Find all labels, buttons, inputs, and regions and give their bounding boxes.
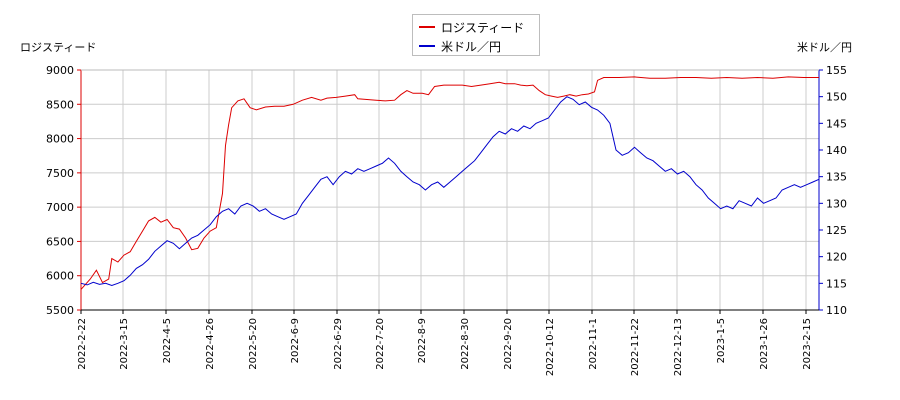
legend-label-logisteed: ロジスティード bbox=[441, 20, 525, 35]
x-tick-label: 2022-9-20 bbox=[503, 318, 514, 370]
right-tick-label: 130 bbox=[826, 197, 847, 210]
right-tick-label: 135 bbox=[826, 171, 847, 184]
x-tick-label: 2022-4-5 bbox=[162, 318, 173, 363]
x-tick-label: 2022-5-20 bbox=[248, 318, 259, 370]
x-tick-label: 2022-6-9 bbox=[290, 318, 301, 363]
x-tick-label: 2022-2-22 bbox=[77, 318, 88, 370]
legend-swatch-usdjpy bbox=[419, 45, 435, 47]
x-tick-label: 2023-1-5 bbox=[716, 318, 727, 363]
x-tick-label: 2022-7-20 bbox=[375, 318, 386, 370]
legend: ロジスティード 米ドル／円 bbox=[412, 14, 540, 56]
x-tick-label: 2022-12-13 bbox=[673, 318, 684, 376]
left-tick-label: 8500 bbox=[46, 98, 74, 111]
x-tick-label: 2023-1-26 bbox=[759, 318, 770, 370]
x-tick-label: 2022-6-29 bbox=[333, 318, 344, 370]
left-tick-label: 6000 bbox=[46, 270, 74, 283]
right-tick-label: 150 bbox=[826, 91, 847, 104]
x-tick-label: 2023-2-15 bbox=[802, 318, 813, 370]
left-tick-label: 9000 bbox=[46, 64, 74, 77]
right-tick-label: 145 bbox=[826, 117, 847, 130]
legend-item-usdjpy: 米ドル／円 bbox=[419, 37, 501, 55]
left-tick-label: 7500 bbox=[46, 167, 74, 180]
series-line-usdjpy bbox=[80, 96, 820, 287]
x-tick-label: 2022-8-30 bbox=[460, 318, 471, 370]
legend-item-logisteed: ロジスティード bbox=[419, 18, 524, 36]
left-tick-label: 8000 bbox=[46, 133, 74, 146]
x-tick-label: 2022-3-15 bbox=[119, 318, 130, 370]
x-tick-label: 2022-4-26 bbox=[205, 318, 216, 370]
x-tick-label: 2022-11-22 bbox=[630, 318, 641, 376]
x-tick-label: 2022-8-9 bbox=[417, 318, 428, 363]
x-tick-label: 2022-11-1 bbox=[588, 318, 599, 370]
left-tick-label: 6500 bbox=[46, 235, 74, 248]
legend-label-usdjpy: 米ドル／円 bbox=[441, 39, 502, 54]
right-axis-title: 米ドル／円 bbox=[797, 41, 852, 54]
right-tick-label: 110 bbox=[826, 304, 847, 317]
right-tick-label: 155 bbox=[826, 64, 847, 77]
x-tick-label: 2022-10-12 bbox=[545, 318, 556, 376]
right-tick-label: 115 bbox=[826, 277, 847, 290]
left-tick-label: 7000 bbox=[46, 201, 74, 214]
right-tick-label: 125 bbox=[826, 224, 847, 237]
left-tick-label: 5500 bbox=[46, 304, 74, 317]
series-line-logisteed bbox=[80, 76, 819, 290]
right-tick-label: 120 bbox=[826, 251, 847, 264]
left-axis-title: ロジスティード bbox=[20, 41, 97, 54]
right-tick-label: 140 bbox=[826, 144, 847, 157]
legend-swatch-logisteed bbox=[419, 26, 435, 28]
